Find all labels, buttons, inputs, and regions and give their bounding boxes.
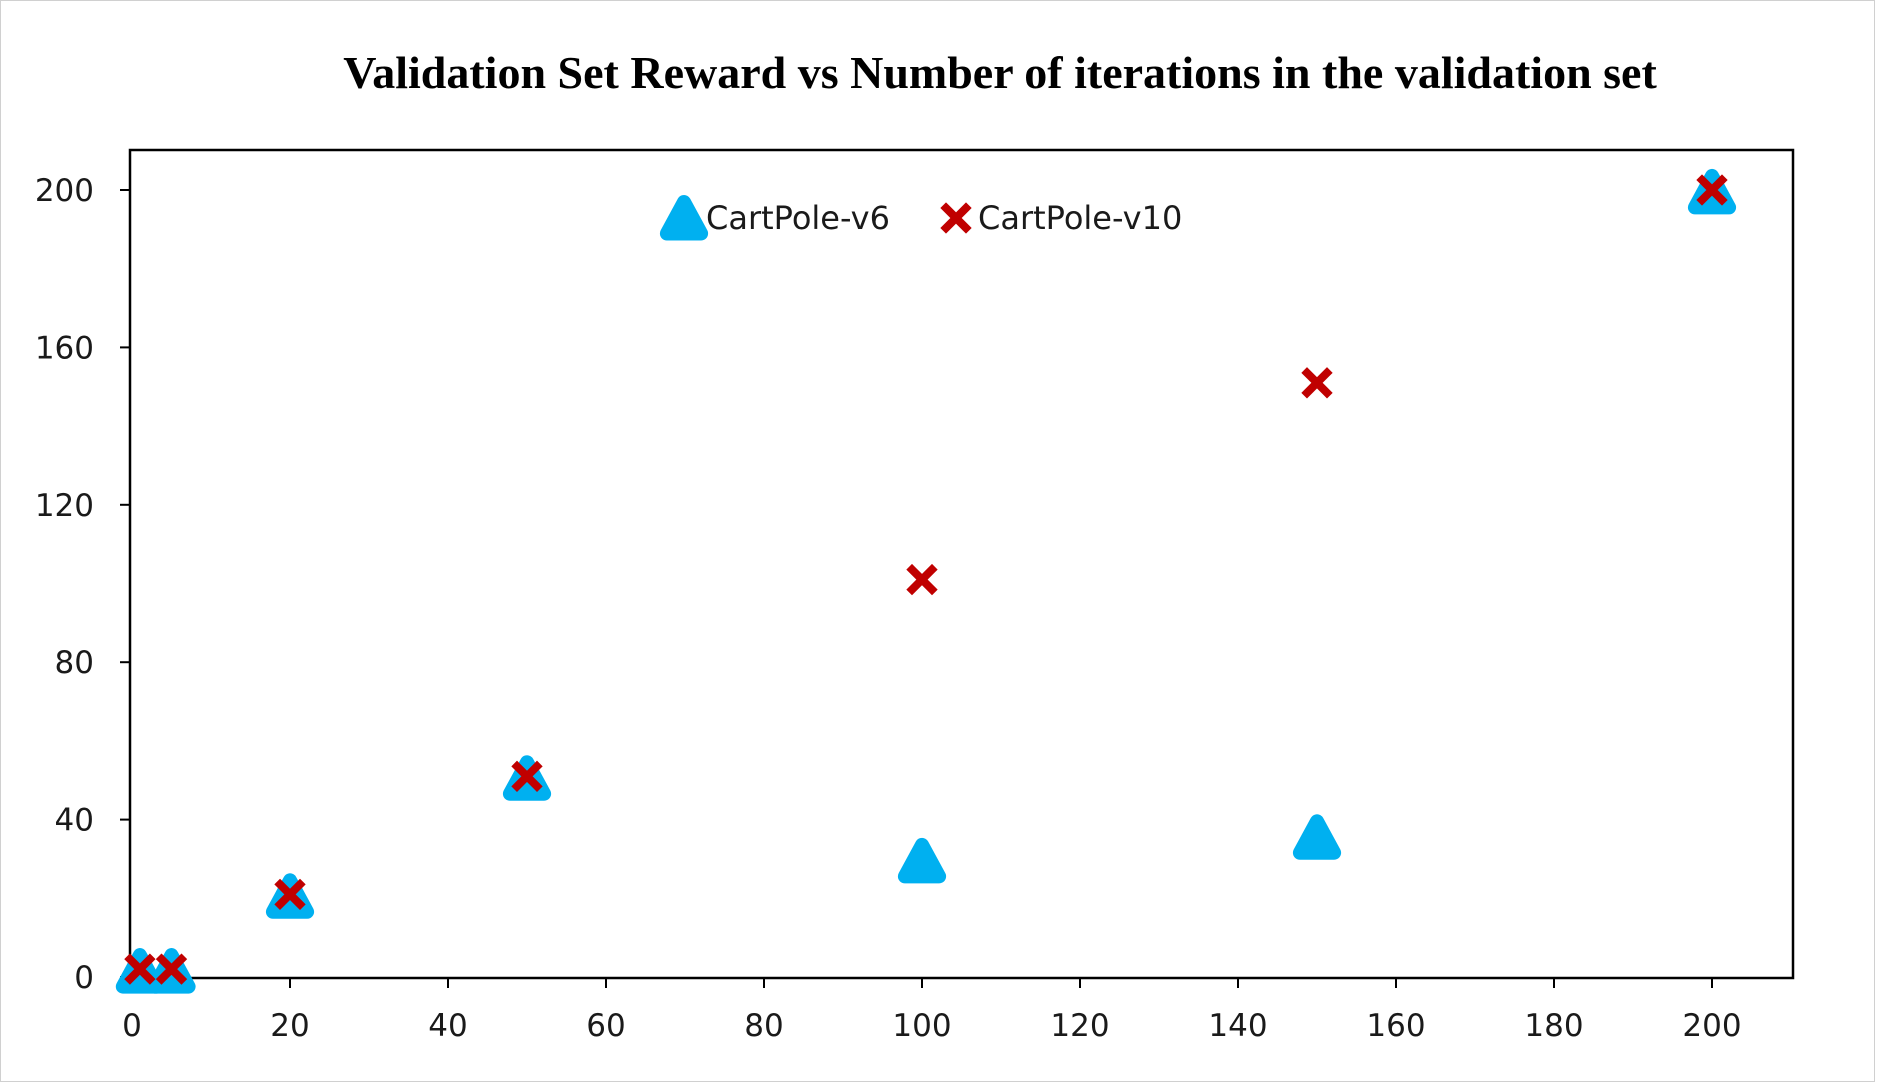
legend-item: CartPole-v6 (659, 195, 890, 241)
data-point-cross (906, 563, 938, 596)
data-point-cross (274, 878, 306, 911)
x-tick-label: 0 (122, 1008, 142, 1044)
data-point-cross (1696, 174, 1728, 206)
x-tick-label: 160 (1366, 1008, 1425, 1044)
legend: CartPole-v6 CartPole-v10 (659, 195, 1182, 241)
x-tick-label: 180 (1524, 1008, 1583, 1044)
legend-marker-triangle (659, 195, 709, 241)
legend-item: CartPole-v10 (940, 199, 1182, 237)
y-tick-label: 0 (74, 960, 94, 996)
y-tick-label: 200 (35, 173, 94, 209)
y-tick-label: 80 (55, 645, 94, 681)
x-tick-label: 20 (270, 1008, 309, 1044)
data-point-cross (511, 760, 543, 792)
legend-marker-cross (940, 202, 972, 234)
x-tick-label: 40 (428, 1008, 467, 1044)
series-cartpole-v10 (124, 174, 1728, 985)
legend-label: CartPole-v10 (978, 199, 1182, 237)
x-axis: 0 20 40 60 80 100 120 140 160 180 200 (122, 978, 1742, 1044)
x-tick-label: 100 (892, 1008, 951, 1044)
data-point-cross (155, 953, 188, 985)
x-tick-label: 200 (1682, 1008, 1741, 1044)
data-point-cross (124, 953, 156, 985)
y-axis: 0 40 80 120 160 200 (35, 173, 130, 996)
y-tick-label: 40 (55, 803, 94, 839)
data-point-triangle (897, 837, 947, 884)
data-point-triangle (1292, 814, 1342, 860)
plot-area (128, 148, 1795, 980)
y-tick-label: 160 (35, 330, 94, 366)
x-tick-label: 140 (1208, 1008, 1267, 1044)
chart-title: Validation Set Reward vs Number of itera… (343, 47, 1657, 98)
data-markers (115, 168, 1737, 994)
legend-label: CartPole-v6 (706, 199, 890, 237)
x-tick-label: 60 (586, 1008, 625, 1044)
data-point-cross (1301, 367, 1333, 399)
y-tick-label: 120 (35, 488, 94, 524)
x-tick-label: 120 (1050, 1008, 1109, 1044)
x-tick-label: 80 (744, 1008, 783, 1044)
